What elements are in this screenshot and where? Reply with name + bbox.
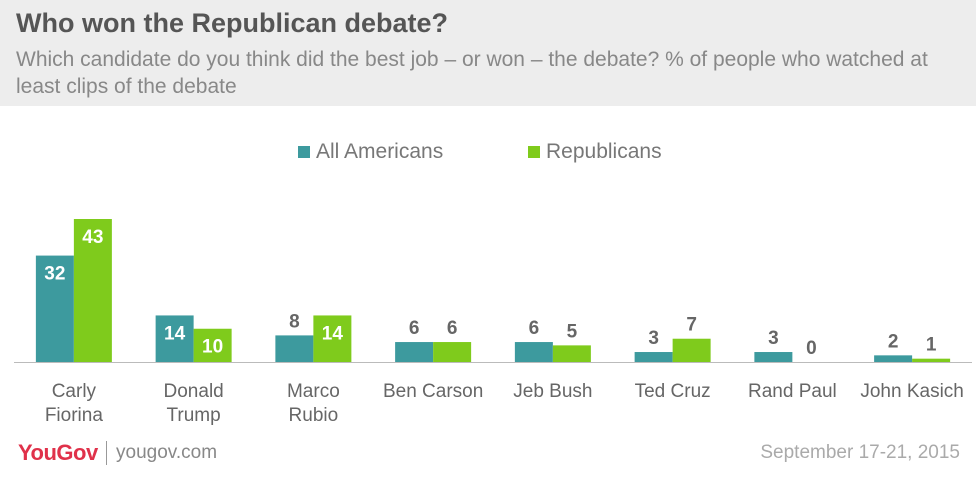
bar-all-americans-6	[754, 352, 793, 362]
category-label-4: Jeb Bush	[513, 381, 592, 402]
bar-all-americans-0	[35, 255, 74, 362]
footer-date: September 17-21, 2015	[760, 442, 960, 463]
bar-all-americans-7	[874, 355, 913, 362]
data-label-all-americans-5: 3	[648, 328, 659, 349]
data-label-republicans-0: 43	[82, 227, 103, 248]
legend-item-all-americans: All Americans	[298, 140, 443, 164]
bar-all-americans-1	[155, 315, 194, 362]
bar-all-americans-4	[514, 342, 553, 362]
data-label-all-americans-4: 6	[529, 318, 540, 339]
bar-all-americans-5	[634, 352, 673, 362]
data-label-republicans-3: 6	[447, 318, 458, 339]
chart-title: Who won the Republican debate?	[16, 8, 448, 38]
data-label-all-americans-1: 14	[164, 323, 186, 344]
bar-all-americans-3	[395, 342, 434, 362]
yougov-logo: YouGov	[18, 440, 98, 465]
data-label-republicans-5: 7	[686, 315, 697, 336]
chart-subtitle: Which candidate do you think did the bes…	[16, 48, 928, 98]
category-label-1-line1: Trump	[167, 405, 221, 426]
category-label-3: Ben Carson	[383, 381, 483, 402]
legend-label-republicans: Republicans	[546, 140, 662, 163]
footer-divider	[106, 441, 107, 465]
bar-republicans-5	[672, 338, 711, 362]
bar-republicans-2	[313, 315, 352, 362]
legend-swatch-all-americans	[298, 146, 310, 158]
data-label-republicans-1: 10	[202, 337, 223, 358]
category-label-0-line0: Carly	[52, 381, 97, 402]
bar-all-americans-2	[275, 335, 314, 362]
bar-republicans-0	[73, 219, 112, 362]
category-label-5: Ted Cruz	[635, 381, 711, 402]
data-label-all-americans-7: 2	[888, 331, 899, 352]
category-label-2-line0: Marco	[287, 381, 340, 402]
data-label-republicans-4: 5	[567, 321, 578, 342]
bar-republicans-3	[433, 342, 472, 362]
data-label-all-americans-6: 3	[768, 328, 779, 349]
bar-republicans-4	[552, 345, 591, 362]
category-label-2-line1: Rubio	[289, 405, 339, 426]
data-label-all-americans-3: 6	[409, 318, 420, 339]
category-label-6: Rand Paul	[748, 381, 837, 402]
data-label-republicans-2: 14	[322, 323, 344, 344]
header-band: Who won the Republican debate? Which can…	[0, 0, 976, 106]
legend-swatch-republicans	[528, 146, 540, 158]
legend-label-all-americans: All Americans	[316, 140, 444, 163]
data-label-republicans-6: 0	[806, 338, 817, 359]
legend: All Americans Republicans	[0, 140, 976, 166]
data-label-all-americans-0: 32	[44, 264, 65, 285]
data-label-all-americans-2: 8	[289, 311, 300, 332]
bar-republicans-1	[193, 328, 232, 362]
category-label-0-line1: Fiorina	[45, 405, 104, 426]
category-label-1-line0: Donald	[164, 381, 224, 402]
bar-republicans-7	[912, 358, 951, 362]
category-label-7: John Kasich	[860, 381, 964, 402]
footer-url: yougov.com	[116, 442, 218, 463]
legend-item-republicans: Republicans	[528, 140, 662, 164]
data-label-republicans-7: 1	[926, 335, 937, 356]
